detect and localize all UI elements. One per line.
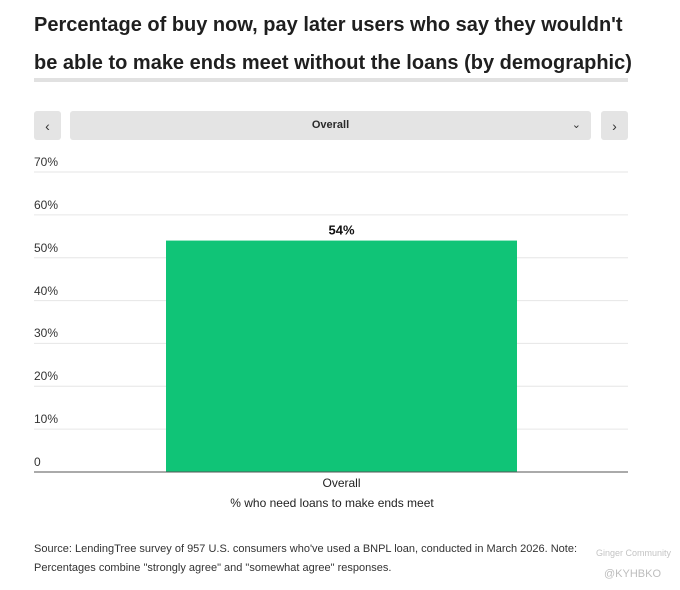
y-tick-label: 50% (34, 240, 59, 255)
chart-title: Percentage of buy now, pay later users w… (34, 14, 632, 74)
chevron-down-icon: ⌄ (571, 119, 581, 131)
chevron-left-icon: ‹ (45, 117, 50, 134)
y-tick-label: 10% (34, 412, 59, 427)
watermark-community: Ginger Community (596, 548, 672, 558)
demographic-select[interactable]: Overall ⌄ (70, 111, 591, 140)
bars (166, 240, 517, 472)
y-tick-label: 70% (34, 155, 59, 169)
bar (166, 240, 517, 472)
source-note: Source: LendingTree survey of 957 U.S. c… (34, 543, 578, 574)
data-label: 54% (328, 223, 354, 238)
data-labels: 54% (328, 223, 354, 238)
chevron-right-icon: › (612, 117, 617, 134)
next-button[interactable]: › (601, 111, 628, 140)
y-tick-label: 0 (34, 455, 41, 469)
x-tick-label: Overall (322, 476, 361, 490)
title-divider (34, 78, 628, 82)
previous-button[interactable]: ‹ (34, 111, 61, 140)
y-tick-label: 20% (34, 369, 59, 384)
y-tick-label: 30% (34, 326, 59, 341)
x-axis-title: % who need loans to make ends meet (230, 496, 434, 510)
demographic-select-value: Overall (311, 119, 350, 131)
watermark-handle: @KYHBKO (604, 568, 662, 580)
y-tick-label: 40% (34, 283, 59, 298)
y-tick-label: 60% (34, 197, 59, 212)
